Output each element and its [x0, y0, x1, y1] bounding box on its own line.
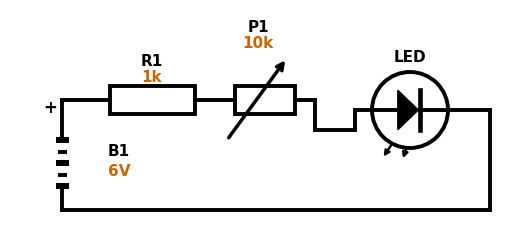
- Bar: [235, 86, 295, 114]
- Bar: [110, 86, 195, 114]
- Text: +: +: [43, 99, 57, 117]
- Text: 10k: 10k: [242, 36, 274, 52]
- Text: P1: P1: [247, 20, 269, 36]
- Circle shape: [372, 72, 448, 148]
- Text: LED: LED: [394, 50, 426, 65]
- Text: 6V: 6V: [108, 164, 130, 180]
- Polygon shape: [398, 90, 418, 130]
- Text: 1k: 1k: [142, 70, 162, 86]
- Text: R1: R1: [141, 54, 163, 70]
- Text: B1: B1: [108, 144, 130, 160]
